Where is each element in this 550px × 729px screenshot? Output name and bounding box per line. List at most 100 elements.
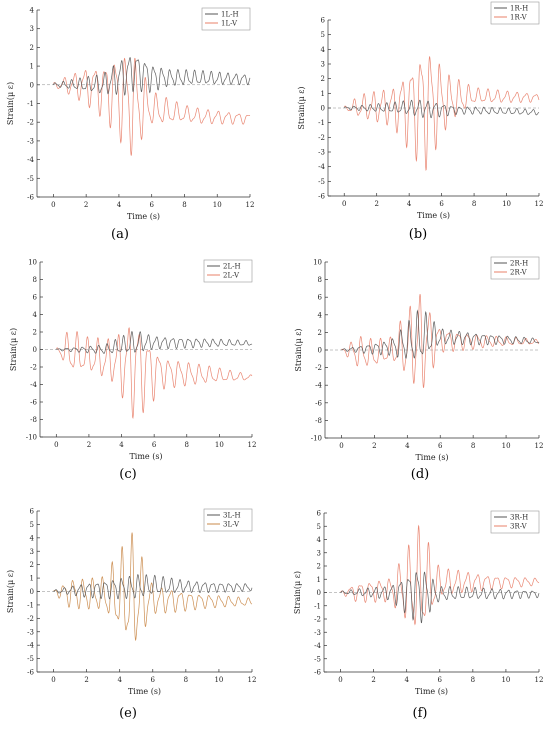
legend-entry: 2L-V: [223, 272, 240, 280]
x-tick-label: 6: [439, 200, 444, 208]
y-tick-label: -2: [27, 119, 34, 127]
x-tick-label: 8: [471, 676, 475, 684]
y-tick-label: -3: [314, 629, 321, 637]
y-tick-label: 6: [33, 294, 38, 302]
y-tick-label: 8: [318, 276, 322, 284]
y-tick-label: -6: [27, 194, 34, 202]
x-tick-label: 6: [438, 442, 443, 450]
x-tick-label: 6: [438, 676, 443, 684]
x-tick-label: 12: [246, 201, 255, 209]
chart-panel-4: -10 -8 -6 -4 -2 0 2 4 6 8 10 0 2 4 6 8 10 12 Time (s) Strai…: [294, 256, 543, 482]
y-tick-label: 0: [30, 588, 34, 596]
y-tick-label: 4: [318, 311, 323, 319]
y-tick-label: 6: [317, 510, 322, 518]
legend-entry: 1R-V: [510, 14, 528, 22]
y-tick-label: 4: [33, 311, 38, 319]
x-tick-label: 2: [374, 200, 378, 208]
y-tick-label: -1: [27, 601, 34, 609]
y-tick-label: -10: [26, 434, 37, 442]
series-line-2R-V: [341, 294, 540, 388]
x-tick-label: 4: [405, 442, 410, 450]
y-tick-label: 4: [30, 534, 35, 542]
x-tick-label: 4: [407, 200, 412, 208]
y-tick-label: -3: [27, 137, 34, 145]
y-tick-label: 3: [317, 549, 321, 557]
chart-panel-3: -10 -8 -6 -4 -2 0 2 4 6 8 10 0 2 4 6 8 10 12 Time (s) Strai…: [9, 259, 256, 483]
x-axis-label: Time (s): [415, 687, 448, 696]
x-tick-label: 4: [117, 676, 122, 684]
legend-entry: 1L-H: [221, 11, 239, 19]
y-tick-label: -8: [315, 417, 322, 425]
x-tick-label: 8: [185, 441, 189, 449]
y-axis-label: Strain(μ ε): [294, 328, 303, 371]
x-tick-label: 12: [248, 441, 257, 449]
x-tick-label: 10: [215, 441, 224, 449]
x-tick-label: 2: [84, 676, 88, 684]
y-tick-label: -4: [27, 642, 34, 650]
y-tick-label: -4: [27, 156, 34, 164]
x-tick-label: 10: [501, 676, 510, 684]
y-axis-label: Strain(μ ε): [6, 82, 15, 125]
x-tick-label: 6: [149, 201, 154, 209]
y-tick-label: 4: [321, 46, 326, 54]
y-tick-label: -5: [27, 655, 34, 663]
x-tick-label: 6: [151, 676, 156, 684]
panel-label: (b): [409, 227, 427, 242]
legend-entry: 1R-H: [510, 5, 528, 13]
legend-entry: 2L-H: [223, 263, 241, 271]
x-tick-label: 8: [471, 442, 475, 450]
series-line-3R-V: [340, 524, 540, 626]
y-tick-label: 1: [30, 63, 34, 71]
y-tick-label: 4: [317, 536, 322, 544]
x-tick-label: 10: [213, 201, 222, 209]
series-line-2L-H: [56, 331, 253, 354]
y-tick-label: -2: [27, 615, 34, 623]
y-tick-label: 8: [33, 276, 37, 284]
legend-entry: 3R-V: [510, 523, 528, 531]
legend-entry: 3R-H: [510, 514, 528, 522]
x-tick-label: 8: [472, 200, 476, 208]
y-tick-label: 1: [321, 90, 325, 98]
y-tick-label: -5: [27, 175, 34, 183]
panel-label: (d): [411, 467, 429, 482]
x-tick-label: 4: [119, 441, 124, 449]
legend-entry: 3L-H: [223, 512, 241, 520]
y-axis-label: Strain(μ ε): [9, 328, 18, 371]
y-tick-label: -1: [27, 100, 34, 108]
y-tick-label: -5: [318, 178, 325, 186]
y-tick-label: 5: [321, 31, 325, 39]
y-tick-label: 0: [318, 347, 322, 355]
y-tick-label: 3: [30, 548, 34, 556]
x-tick-label: 12: [535, 676, 544, 684]
x-tick-label: 0: [342, 200, 346, 208]
x-tick-label: 8: [182, 201, 186, 209]
y-tick-label: 2: [30, 561, 34, 569]
y-tick-label: 6: [30, 508, 35, 516]
y-tick-label: -6: [318, 193, 325, 201]
panel-label: (f): [413, 706, 428, 721]
x-tick-label: 2: [371, 676, 375, 684]
y-axis-label: Strain(μ ε): [297, 86, 306, 129]
y-tick-label: 6: [318, 294, 323, 302]
x-tick-label: 0: [338, 676, 342, 684]
panel-label: (e): [119, 706, 137, 721]
x-tick-label: 4: [404, 676, 409, 684]
y-tick-label: -2: [314, 616, 321, 624]
x-tick-label: 2: [87, 441, 91, 449]
x-tick-label: 10: [502, 200, 511, 208]
y-tick-label: -4: [318, 163, 325, 171]
legend-entry: 2R-V: [510, 269, 528, 277]
y-tick-label: 0: [30, 81, 34, 89]
y-tick-label: -6: [314, 669, 321, 677]
y-tick-label: 2: [33, 329, 37, 337]
x-tick-label: 0: [51, 676, 55, 684]
y-tick-label: -4: [314, 642, 321, 650]
y-tick-label: -6: [27, 669, 34, 677]
x-tick-label: 0: [339, 442, 343, 450]
y-axis-label: Strain(μ ε): [293, 571, 302, 614]
y-tick-label: 0: [33, 346, 37, 354]
y-axis-label: Strain(μ ε): [6, 570, 15, 613]
